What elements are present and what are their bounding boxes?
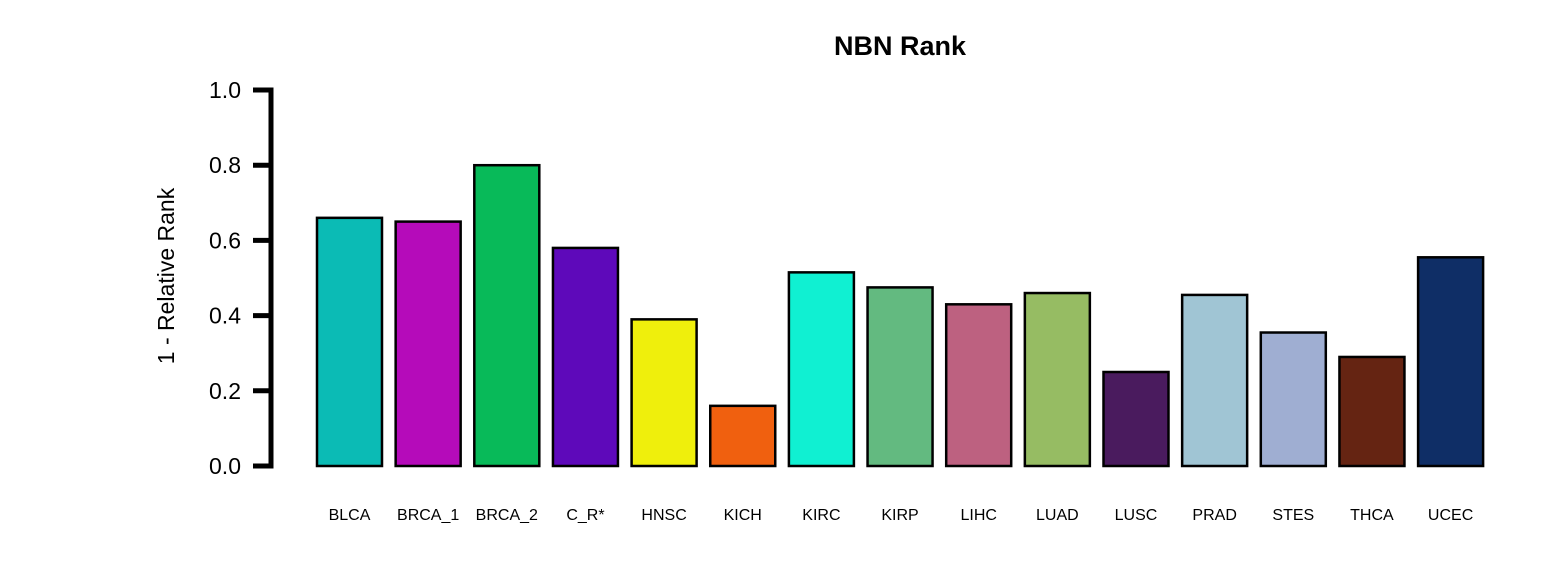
bar-prad [1180, 293, 1249, 468]
bar-c-r [551, 246, 620, 468]
x-tick-label: KICH [724, 507, 762, 524]
y-axis-label: 1 - Relative Rank [153, 187, 179, 364]
x-tick-label: HNSC [641, 507, 686, 524]
bars [315, 163, 1485, 468]
y-tick-label: 0.4 [209, 303, 241, 329]
bar-thca [1338, 355, 1406, 468]
x-tick-label: THCA [1350, 507, 1394, 524]
x-tick-label: BLCA [329, 507, 371, 524]
x-tick-label: PRAD [1192, 507, 1236, 524]
bar-lihc [944, 303, 1013, 468]
x-tick-label: STES [1272, 507, 1314, 524]
x-tick-label: BRCA_2 [476, 507, 538, 524]
bar-blca [315, 216, 384, 468]
y-tick-label: 0.2 [209, 378, 241, 404]
x-tick-label: UCEC [1428, 507, 1473, 524]
y-tick-label: 0.6 [209, 227, 241, 253]
chart-title: NBN Rank [834, 31, 967, 61]
x-tick-label: C_R* [566, 507, 604, 524]
y-tick-label: 0.0 [209, 453, 241, 479]
x-tick-label: KIRC [802, 507, 840, 524]
bar-stes [1259, 331, 1328, 468]
x-tick-label: LUAD [1036, 507, 1079, 524]
x-tick-label: KIRP [881, 507, 918, 524]
bar-brca-2 [473, 163, 541, 468]
x-tick-label: LUSC [1115, 507, 1158, 524]
bar-kirp [866, 286, 934, 468]
bar-hnsc [630, 318, 698, 468]
x-tick-label: BRCA_1 [397, 507, 459, 524]
bar-lusc [1102, 370, 1170, 468]
y-axis: 0.0 0.2 0.4 0.6 0.8 1.0 [209, 77, 274, 479]
bar-ucec [1416, 256, 1485, 468]
y-tick-label: 0.8 [209, 152, 241, 178]
bar-kirc [787, 271, 856, 468]
bar-brca-1 [394, 220, 462, 468]
bar-kich [709, 404, 777, 468]
x-tick-label: LIHC [960, 507, 996, 524]
y-tick-label: 1.0 [209, 77, 241, 103]
bar-luad [1023, 291, 1092, 468]
x-tick-labels: BLCA BRCA_1 BRCA_2 C_R* HNSC KICH KIRC KIRP LIHC… [329, 507, 1474, 524]
